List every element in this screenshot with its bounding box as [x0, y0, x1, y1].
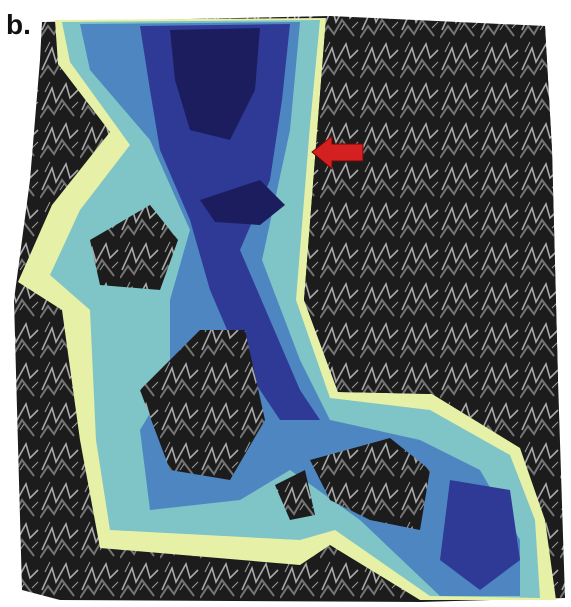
panel-label: b. — [6, 9, 31, 40]
page: b. (() => { const data = JSON.parse(docu… — [0, 0, 571, 607]
map-figure: b. — [0, 0, 571, 607]
